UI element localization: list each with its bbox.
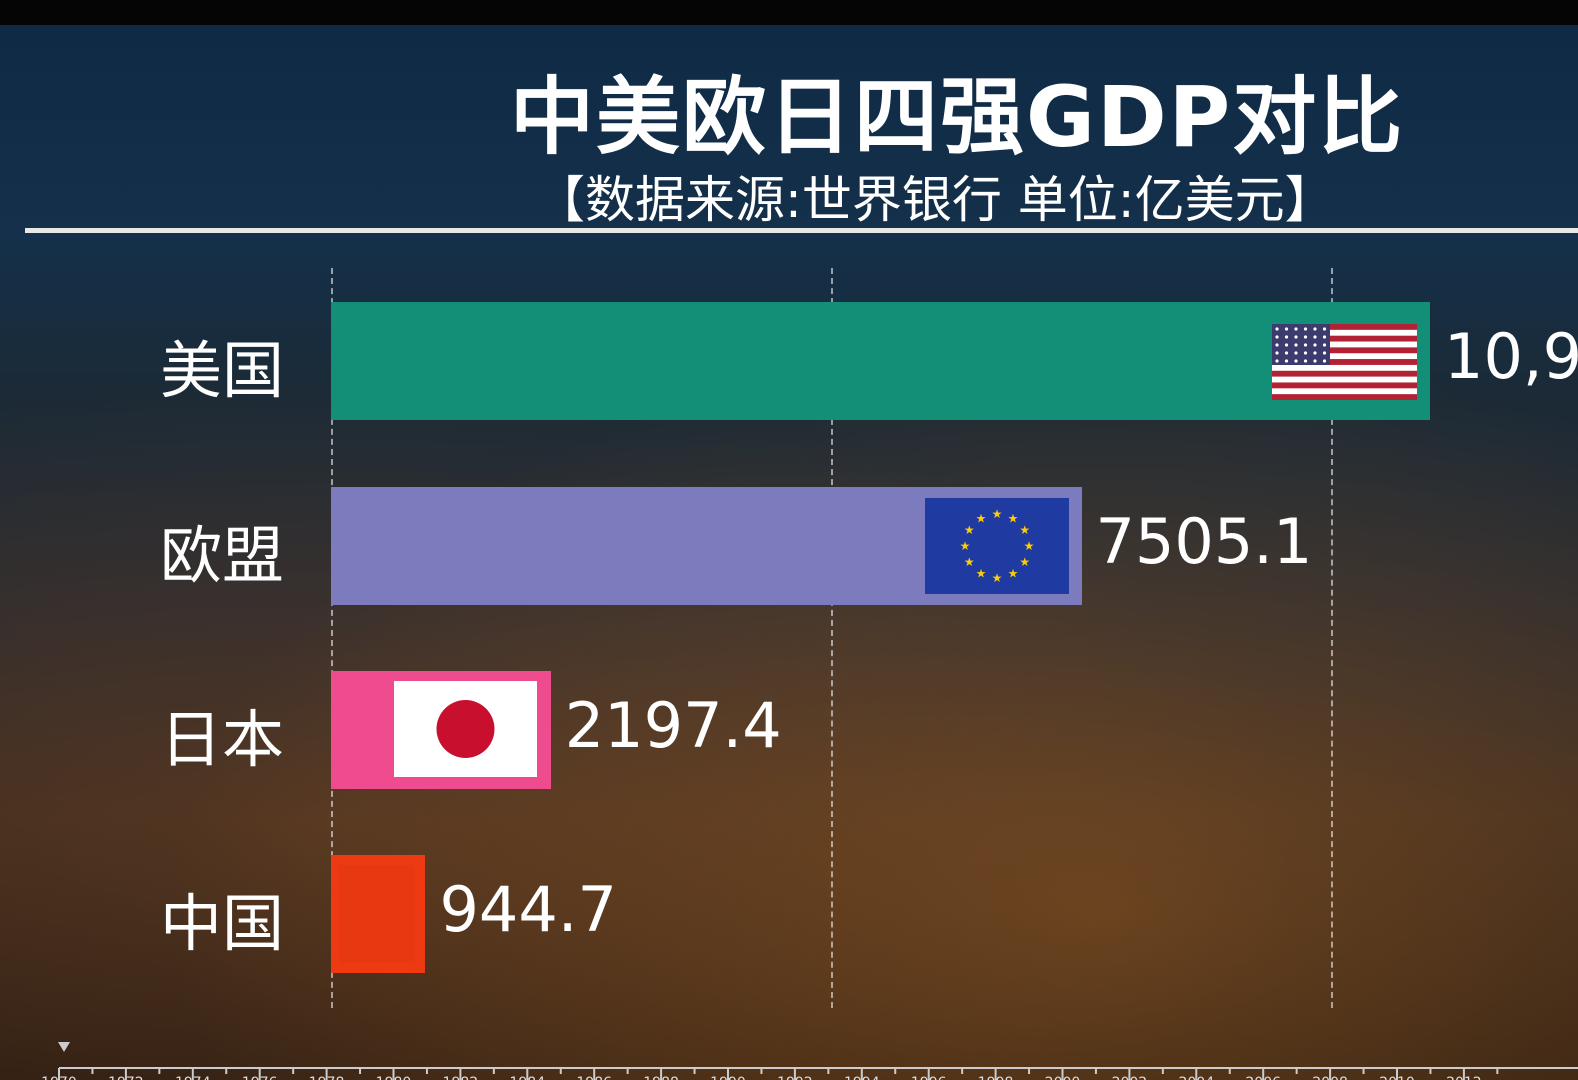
svg-text:★: ★	[963, 523, 974, 537]
value-label: 2197.4	[564, 689, 782, 762]
timeline-year-label: 1970	[41, 1075, 77, 1080]
svg-text:★: ★	[1019, 555, 1030, 569]
timeline-year-label: 1994	[844, 1075, 880, 1080]
timeline-year-label: 1998	[978, 1075, 1014, 1080]
chart-subtitle: 【数据来源:世界银行 单位:亿美元】	[535, 171, 1335, 229]
timeline-year-label: 2000	[1045, 1075, 1081, 1080]
svg-text:★: ★	[991, 571, 1002, 585]
category-label: 中国	[160, 887, 285, 960]
timeline-year-label: 1980	[376, 1075, 412, 1080]
svg-text:★: ★	[991, 507, 1002, 521]
timeline-year-label: 2006	[1245, 1075, 1281, 1080]
china-flag-icon	[339, 865, 416, 963]
timeline-year-label: 2004	[1178, 1075, 1214, 1080]
value-label: 944.7	[439, 873, 617, 946]
bar-usa	[331, 302, 1430, 420]
value-label: 10,9	[1444, 320, 1578, 393]
chart-title: 中美欧日四强GDP对比	[510, 68, 1405, 166]
timeline-year-label: 1988	[643, 1075, 679, 1080]
timeline-year-label: 1992	[777, 1075, 813, 1080]
timeline-year-label: 2002	[1112, 1075, 1148, 1080]
category-label: 美国	[160, 334, 285, 407]
svg-text:★: ★	[1019, 523, 1030, 537]
timeline-year-label: 2012	[1446, 1075, 1482, 1080]
timeline-year-label: 1976	[242, 1075, 278, 1080]
timeline-year-label: 1974	[175, 1075, 211, 1080]
eu-flag-icon: ★ ★★★★★★★★★★★	[924, 498, 1069, 594]
svg-text:★: ★	[1023, 539, 1034, 553]
timeline-year-label: 1990	[710, 1075, 746, 1080]
svg-text:★: ★	[959, 539, 970, 553]
category-label: 欧盟	[160, 519, 285, 592]
timeline-year-label: 1986	[576, 1075, 612, 1080]
category-label: 日本	[160, 703, 285, 776]
timeline-year-label: 1978	[309, 1075, 345, 1080]
value-label: 7505.1	[1095, 505, 1313, 578]
timeline-year-label: 1982	[443, 1075, 479, 1080]
top-bar	[0, 0, 1578, 25]
timeline-year-label: 1996	[911, 1075, 947, 1080]
gridline	[831, 268, 833, 1008]
title-divider	[25, 228, 1578, 233]
svg-text:★: ★	[975, 511, 986, 525]
usa-flag-icon	[1272, 324, 1417, 400]
timeline-year-label: 1984	[509, 1075, 545, 1080]
timeline-axis[interactable]: 1970 1972 1974 1976 1978 1980 1982 1984 1986 1988…	[0, 1040, 1578, 1080]
svg-text:★: ★	[963, 555, 974, 569]
timeline-year-label: 2010	[1379, 1075, 1415, 1080]
timeline-year-label: 2008	[1312, 1075, 1348, 1080]
gridline	[331, 268, 333, 1008]
japan-flag-icon	[393, 681, 537, 777]
svg-text:★: ★	[1007, 567, 1018, 581]
timeline-year-label: 1972	[108, 1075, 144, 1080]
svg-text:★: ★	[1007, 511, 1018, 525]
svg-text:★: ★	[975, 567, 986, 581]
timeline-pointer[interactable]	[58, 1042, 70, 1052]
gridline	[1331, 268, 1333, 1008]
